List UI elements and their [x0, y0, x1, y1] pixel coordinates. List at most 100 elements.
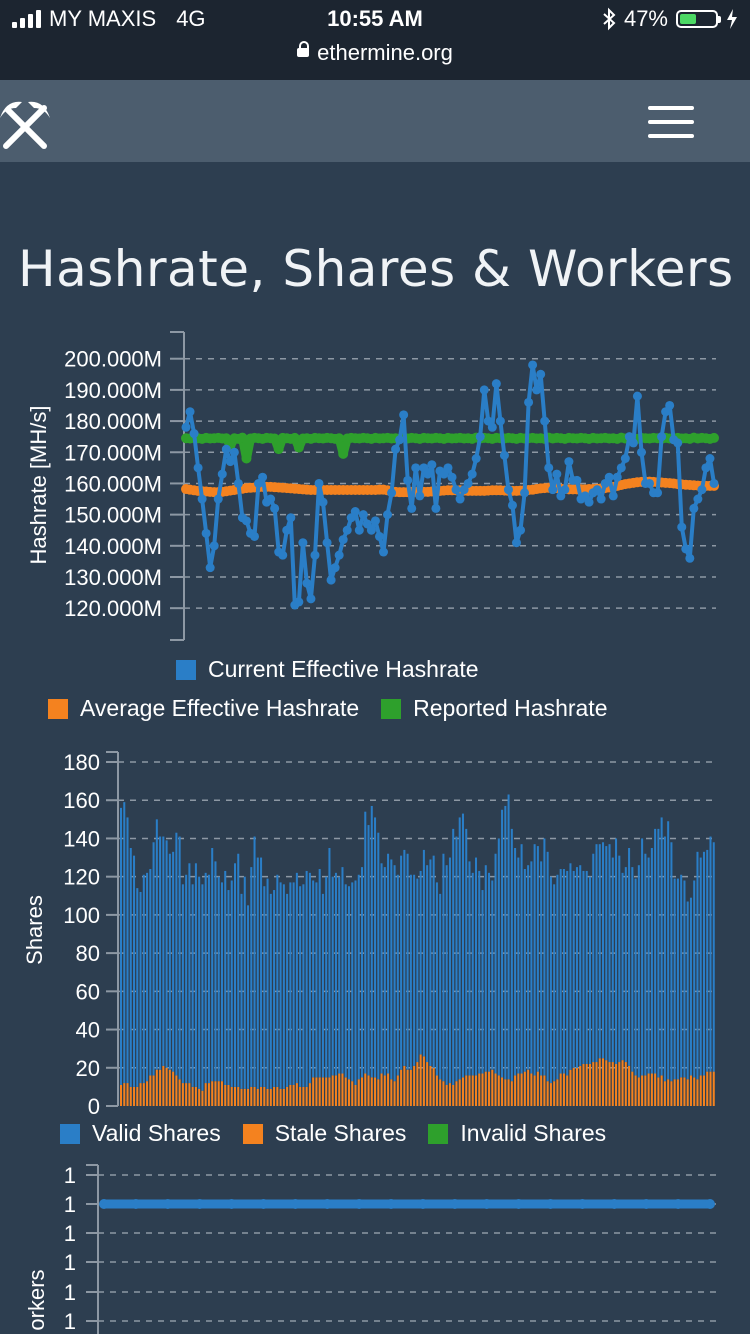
valid-share-bar	[693, 880, 696, 1078]
stale-share-bar	[644, 1075, 647, 1106]
charging-icon	[727, 9, 737, 29]
data-point	[407, 503, 417, 513]
data-point	[528, 360, 538, 370]
valid-share-bar	[422, 849, 425, 1057]
hamburger-menu-icon[interactable]	[648, 106, 696, 142]
stale-share-bar	[582, 1063, 585, 1106]
stale-share-bar	[367, 1075, 370, 1106]
data-point	[391, 444, 401, 454]
data-point	[399, 410, 409, 420]
stale-share-bar	[194, 1086, 197, 1106]
stale-share-bar	[657, 1077, 660, 1106]
valid-share-bar	[409, 874, 412, 1070]
valid-share-bar	[380, 863, 383, 1074]
legend-reported[interactable]: Reported Hashrate	[381, 695, 608, 722]
stale-share-bar	[517, 1073, 520, 1106]
valid-share-bar	[657, 828, 660, 1078]
stale-share-bar	[318, 1077, 321, 1106]
stale-share-bar	[540, 1075, 543, 1106]
legend-current-effective[interactable]: Current Effective Hashrate	[176, 656, 479, 683]
hashrate-tick-label: 170.000M	[64, 440, 162, 465]
shares-legend-row: Valid Shares Stale Shares Invalid Shares	[60, 1120, 628, 1147]
data-point	[612, 472, 622, 482]
data-point	[383, 510, 393, 520]
data-point	[693, 494, 703, 504]
legend-stale-shares[interactable]: Stale Shares	[242, 1120, 406, 1147]
data-point	[552, 469, 562, 479]
data-point	[374, 531, 384, 541]
stale-share-bar	[126, 1083, 129, 1106]
valid-share-bar	[608, 844, 611, 1063]
data-point	[709, 478, 719, 488]
valid-share-bar	[523, 869, 526, 1072]
stale-share-bar	[624, 1062, 627, 1106]
valid-share-bar	[325, 876, 328, 1078]
valid-share-bar	[220, 882, 223, 1082]
valid-share-bar	[471, 872, 474, 1076]
legend-label: Average Effective Hashrate	[80, 695, 360, 721]
stale-share-bar	[354, 1084, 357, 1106]
stale-share-bar	[351, 1081, 354, 1106]
valid-share-bar	[432, 855, 435, 1068]
valid-share-bar	[243, 876, 246, 1089]
shares-tick-label: 40	[76, 1018, 100, 1043]
stale-share-bar	[247, 1088, 250, 1106]
data-point	[609, 1199, 620, 1209]
valid-share-bar	[149, 869, 152, 1076]
data-point	[592, 485, 602, 495]
data-point	[181, 422, 191, 432]
valid-share-bar	[253, 836, 256, 1087]
valid-share-bar	[501, 809, 504, 1078]
stale-share-bar	[445, 1084, 448, 1106]
data-point	[387, 488, 397, 498]
crossed-pickaxes-icon[interactable]	[0, 96, 56, 152]
stale-share-bar	[308, 1083, 311, 1106]
stale-share-bar	[419, 1054, 422, 1106]
data-point	[495, 416, 505, 426]
valid-share-bar	[641, 838, 644, 1076]
valid-share-bar	[702, 851, 705, 1076]
stale-share-bar	[406, 1069, 409, 1106]
stale-share-bar	[178, 1079, 181, 1106]
hashrate-tick-label: 180.000M	[64, 409, 162, 434]
data-point	[354, 525, 364, 535]
stale-share-bar	[409, 1069, 412, 1106]
valid-share-bar	[426, 865, 429, 1063]
legend-invalid-shares[interactable]: Invalid Shares	[428, 1120, 606, 1147]
data-point	[479, 385, 489, 395]
data-point	[560, 485, 570, 495]
valid-share-bar	[435, 882, 438, 1076]
shares-tick-label: 0	[88, 1094, 100, 1119]
stale-share-bar	[181, 1083, 184, 1106]
address-bar[interactable]: ethermine.org	[0, 40, 750, 66]
legend-average-effective[interactable]: Average Effective Hashrate	[48, 695, 359, 722]
legend-valid-shares[interactable]: Valid Shares	[60, 1120, 221, 1147]
stale-share-bar	[387, 1073, 390, 1106]
stale-share-bar	[217, 1081, 220, 1106]
valid-share-bar	[377, 832, 380, 1080]
valid-share-bar	[175, 832, 178, 1076]
valid-share-bar	[696, 851, 699, 1080]
stale-share-bar	[663, 1081, 666, 1106]
data-point	[689, 503, 699, 513]
data-point	[516, 525, 526, 535]
data-point	[221, 433, 232, 444]
stale-share-bar	[305, 1086, 308, 1106]
data-point	[632, 391, 642, 401]
stale-share-bar	[455, 1081, 458, 1106]
valid-share-bar	[126, 817, 129, 1084]
valid-share-bar	[172, 851, 175, 1072]
valid-share-bar	[543, 838, 546, 1076]
data-point	[237, 432, 248, 443]
valid-share-bar	[201, 884, 204, 1091]
valid-share-bar	[361, 867, 364, 1078]
data-point	[258, 1199, 269, 1209]
hashrate-tick-label: 150.000M	[64, 503, 162, 528]
valid-share-bar	[465, 828, 468, 1076]
legend-swatch-green	[381, 698, 402, 719]
valid-share-bar	[211, 848, 214, 1082]
stale-share-bar	[250, 1086, 253, 1106]
data-point	[657, 432, 667, 442]
valid-share-bar	[497, 838, 500, 1076]
